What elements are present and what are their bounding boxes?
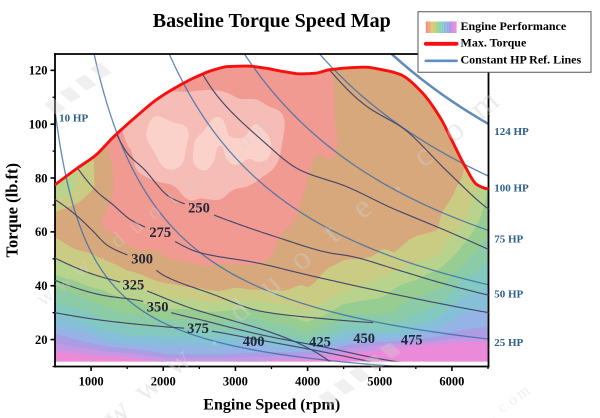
svg-text:124 HP: 124 HP: [494, 126, 529, 138]
svg-text:Baseline Torque Speed Map: Baseline Torque Speed Map: [153, 10, 391, 32]
svg-text:75 HP: 75 HP: [494, 234, 523, 246]
svg-text:10 HP: 10 HP: [59, 112, 88, 124]
svg-text:4000: 4000: [295, 375, 320, 389]
svg-text:100 HP: 100 HP: [494, 183, 529, 195]
svg-text:1000: 1000: [79, 375, 104, 389]
svg-text:40: 40: [35, 279, 48, 293]
svg-text:275: 275: [149, 225, 171, 241]
svg-text:5000: 5000: [367, 375, 392, 389]
svg-text:Torque (lb.ft): Torque (lb.ft): [3, 163, 22, 257]
svg-text:80: 80: [35, 171, 48, 185]
svg-text:2000: 2000: [151, 375, 176, 389]
svg-text:350: 350: [147, 299, 169, 315]
svg-text:6000: 6000: [439, 375, 464, 389]
svg-text:.: .: [485, 407, 498, 418]
svg-text:20: 20: [35, 333, 48, 347]
svg-text:50 HP: 50 HP: [494, 288, 523, 300]
svg-text:400: 400: [243, 334, 265, 350]
svg-text:Constant HP Ref. Lines: Constant HP Ref. Lines: [461, 53, 582, 67]
svg-text:375: 375: [187, 321, 209, 337]
svg-text:60: 60: [35, 225, 48, 239]
svg-text:100: 100: [29, 118, 48, 132]
svg-text:475: 475: [401, 333, 423, 349]
svg-text:25 HP: 25 HP: [494, 337, 523, 349]
svg-text:120: 120: [29, 64, 48, 78]
svg-text:250: 250: [188, 200, 210, 216]
svg-text:450: 450: [353, 331, 375, 347]
svg-text:Engine Speed (rpm): Engine Speed (rpm): [203, 396, 340, 413]
svg-text:Max. Torque: Max. Torque: [461, 36, 527, 50]
svg-text:325: 325: [122, 277, 144, 293]
svg-text:425: 425: [309, 334, 331, 350]
svg-text:300: 300: [131, 252, 153, 268]
svg-text:3000: 3000: [223, 375, 248, 389]
svg-text:Engine Performance: Engine Performance: [461, 19, 567, 33]
